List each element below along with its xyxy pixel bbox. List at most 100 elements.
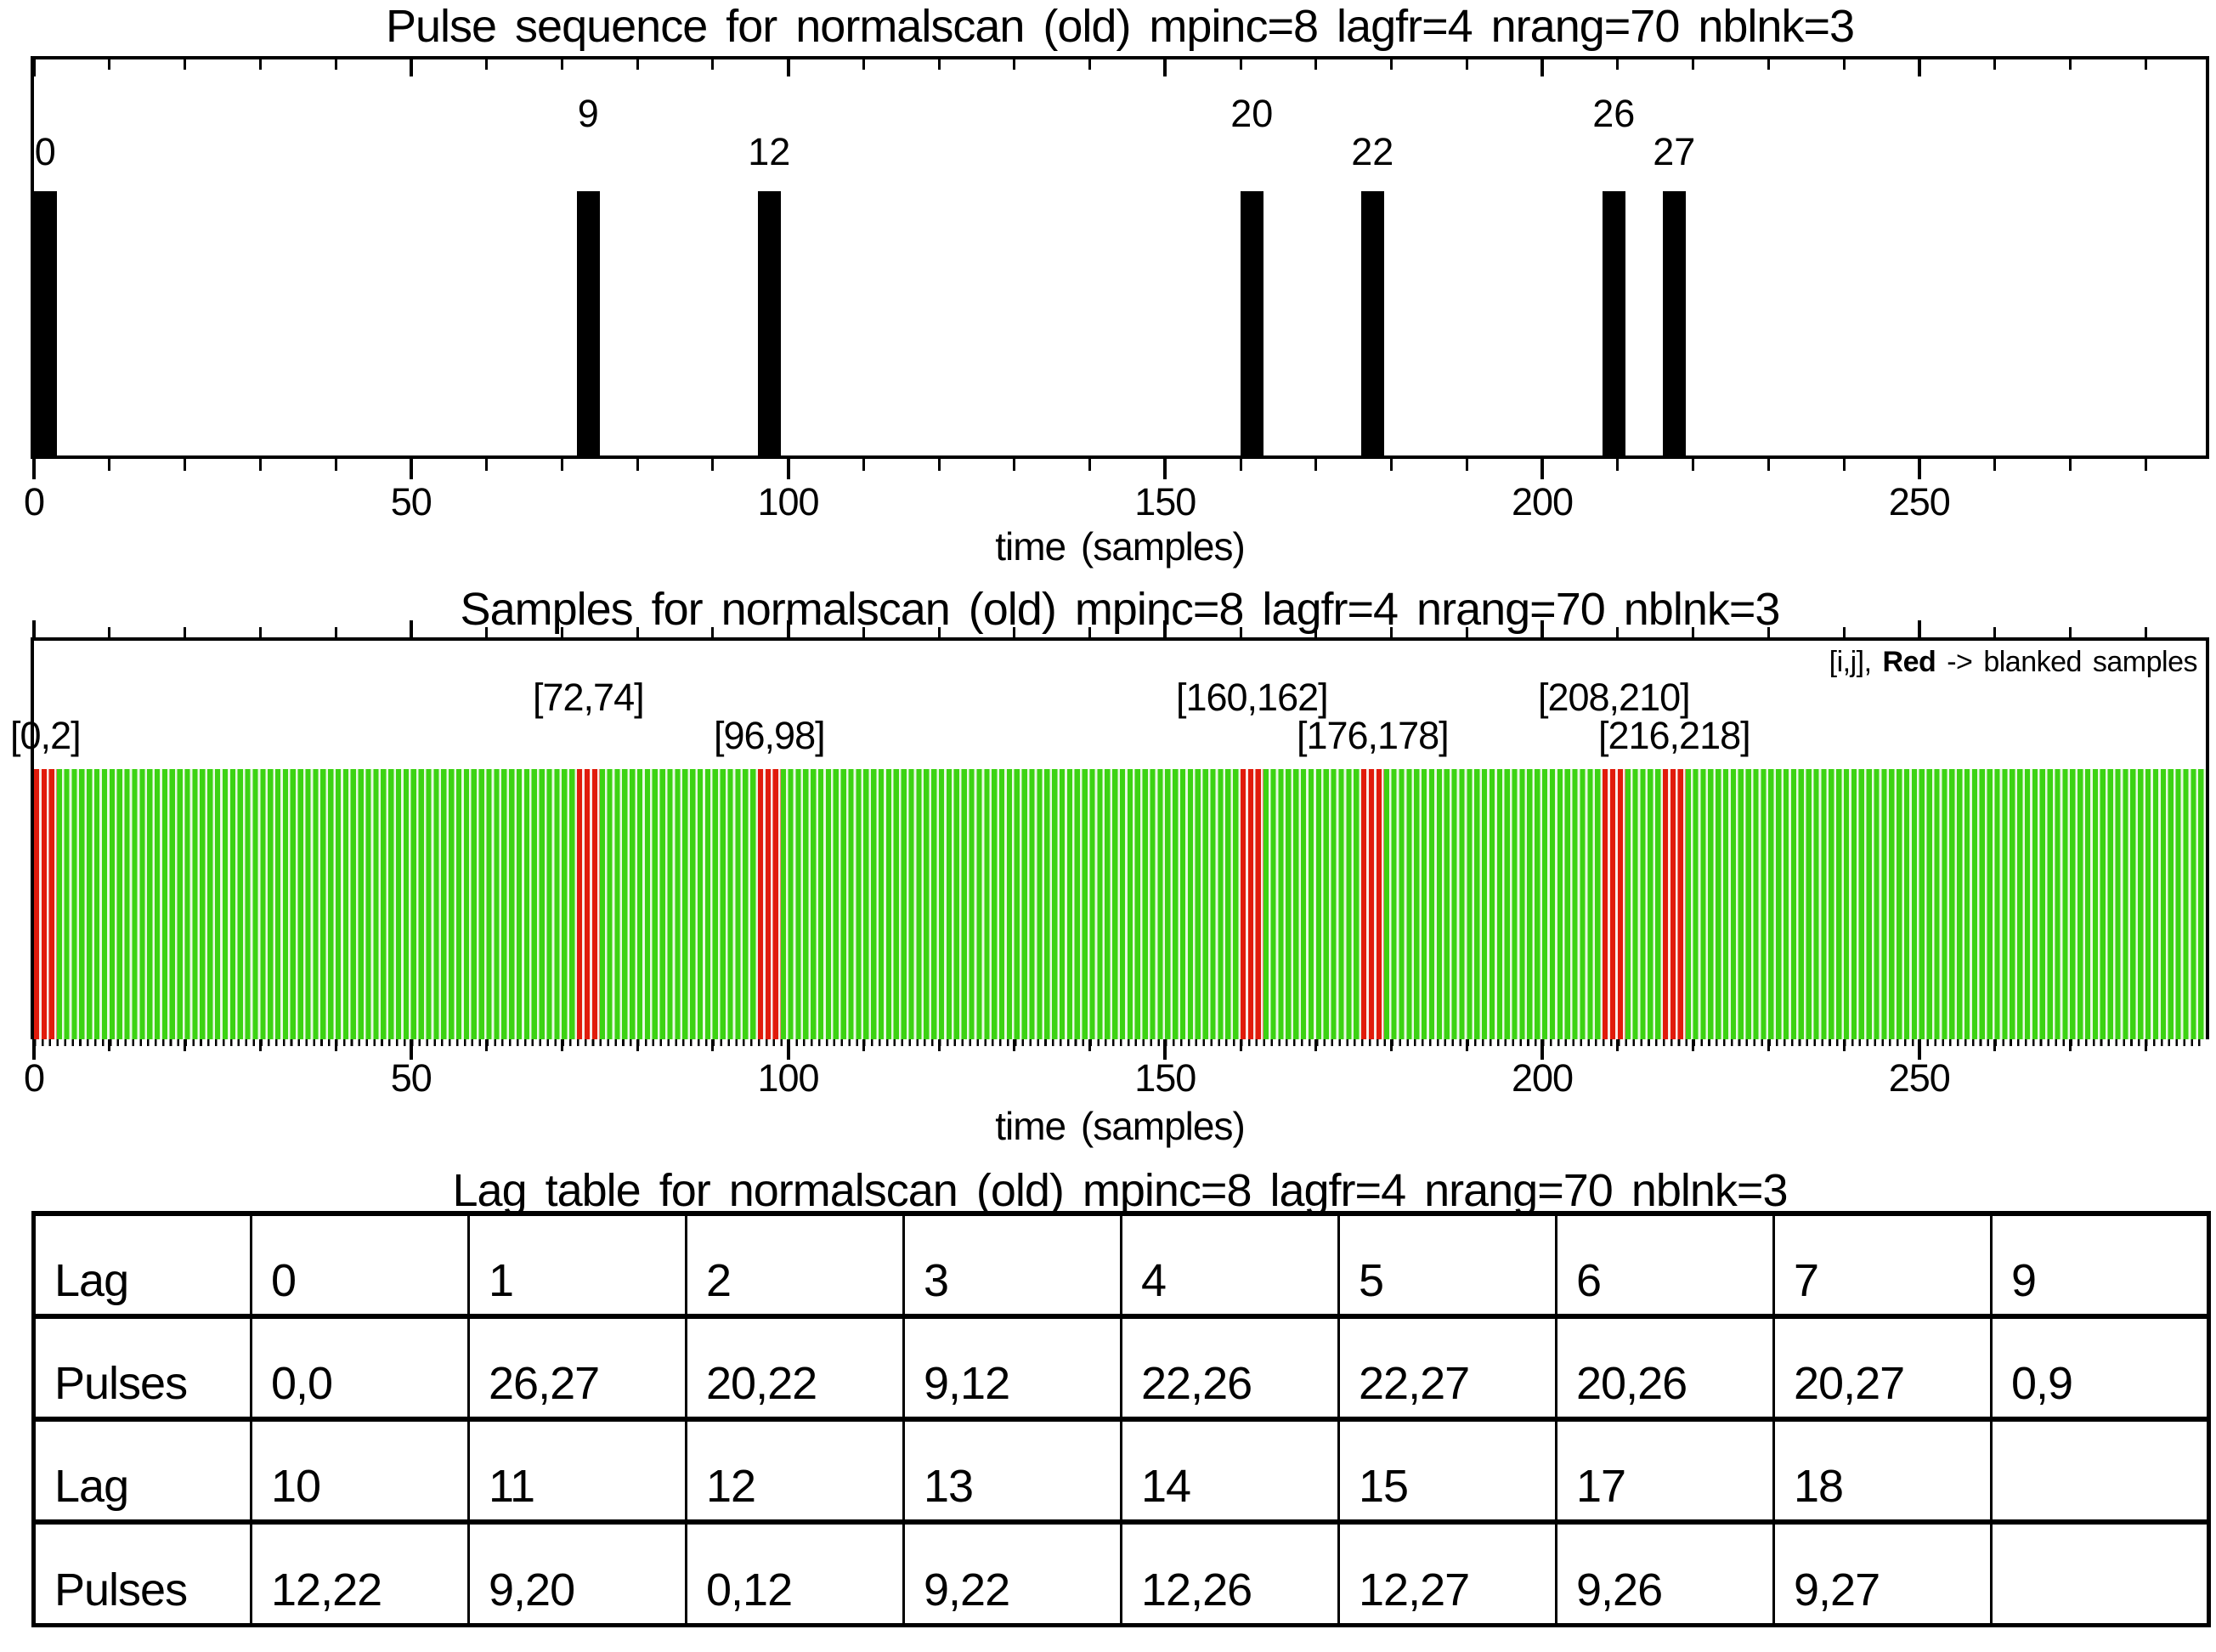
lag-table-cell: 9,12 (902, 1314, 1122, 1419)
pulse-sequence-title: Pulse sequence for normalscan (old) mpin… (385, 1, 1855, 52)
pulse-bar (1663, 191, 1686, 459)
lag-table-cell: 20,27 (1772, 1314, 1992, 1419)
pulse-sequence-plot (31, 56, 2209, 459)
pulse-number-label: 26 (1592, 92, 1636, 135)
top-major-tick (409, 59, 413, 76)
x-tick-label: 250 (1888, 1056, 1951, 1100)
bottom-major-tick (1163, 459, 1167, 479)
blanked-range-label: [208,210] (1537, 676, 1691, 719)
bottom-major-tick (786, 1039, 790, 1060)
bottom-minor-tick (1767, 459, 1770, 471)
bottom-minor-tick (1013, 459, 1016, 471)
samples-title: Samples for normalscan (old) mpinc=8 lag… (460, 584, 1781, 635)
top-major-tick (1917, 620, 1921, 637)
lag-table-cell: Lag (32, 1211, 252, 1316)
top-minor-tick (1390, 627, 1393, 637)
blanked-sample-group (577, 769, 600, 1039)
top-major-tick (1163, 59, 1167, 76)
top-minor-tick (2068, 59, 2072, 70)
lag-table-cell (1990, 1519, 2209, 1625)
legend-prefix: [i,j], (1829, 646, 1872, 678)
top-minor-tick (1767, 627, 1770, 637)
x-tick-label: 0 (23, 1056, 45, 1100)
lag-table-cell (1990, 1417, 2209, 1522)
lag-table-row: Lag 10 11 12 13 14 15 17 18 (32, 1417, 2209, 1522)
top-minor-tick (862, 627, 865, 637)
lag-table-cell: 9,22 (902, 1519, 1122, 1625)
pulse-bar (758, 191, 781, 459)
top-minor-tick (2068, 627, 2072, 637)
blanked-range-label: [96,98] (714, 714, 826, 757)
lag-table-cell: 13 (902, 1417, 1122, 1522)
top-minor-tick (1616, 59, 1620, 70)
lag-table-cell: 12 (685, 1417, 904, 1522)
top-minor-tick (1013, 59, 1016, 70)
top-minor-tick (1314, 627, 1318, 637)
x-tick-label: 100 (757, 1056, 819, 1100)
samples-plot: [i,j], Red -> blanked samples (31, 620, 2209, 1039)
pulse-number-label: 22 (1351, 130, 1394, 173)
bottom-major-tick (409, 1039, 413, 1060)
x-tick-label: 150 (1134, 1056, 1196, 1100)
top-minor-tick (108, 59, 111, 70)
top-minor-tick (1692, 627, 1694, 637)
bottom-minor-tick (560, 459, 563, 471)
top-minor-tick (334, 59, 337, 70)
blanked-sample-group (1361, 769, 1384, 1039)
top-minor-tick (184, 59, 186, 70)
bottom-major-tick (32, 1039, 36, 1060)
pulse-bar (1241, 191, 1263, 459)
top-minor-tick (636, 627, 639, 637)
top-major-tick (409, 620, 413, 637)
top-minor-tick (937, 627, 941, 637)
top-minor-tick (1842, 627, 1846, 637)
bottom-major-tick (32, 459, 36, 479)
pulse-bar (34, 191, 57, 459)
top-minor-tick (1767, 59, 1770, 70)
blanked-range-label: [176,178] (1296, 714, 1450, 757)
bottom-minor-tick (108, 459, 111, 471)
x-tick-label: 200 (1511, 1056, 1574, 1100)
x-tick-label: 0 (23, 480, 45, 523)
lag-table-cell: 22,26 (1120, 1314, 1339, 1419)
lag-table-cell: 0,9 (1990, 1314, 2209, 1419)
blanked-sample-group (1603, 769, 1625, 1039)
lag-table-cell: 9 (1990, 1211, 2209, 1316)
x-tick-label: 50 (390, 480, 432, 523)
top-minor-tick (1239, 627, 1242, 637)
x-tick-label: 250 (1888, 480, 1951, 523)
top-major-tick (32, 59, 36, 76)
top-minor-tick (1465, 627, 1468, 637)
bottom-minor-tick (1616, 459, 1620, 471)
top-major-tick (32, 620, 36, 637)
bottom-minor-tick (1692, 459, 1694, 471)
blanked-samples-legend: [i,j], Red -> blanked samples (1829, 646, 2198, 678)
top-major-tick (1540, 620, 1544, 637)
pulse-number-label: 20 (1230, 92, 1274, 135)
x-tick-label: 100 (757, 480, 819, 523)
bottom-major-tick (786, 459, 790, 479)
x-tick-label: 50 (390, 1056, 432, 1100)
blanked-sample-group (1663, 769, 1686, 1039)
bottom-major-tick (1540, 1039, 1544, 1060)
lag-table-cell: 15 (1337, 1417, 1557, 1522)
bottom-major-tick (1163, 1039, 1167, 1060)
lag-table-cell: 1 (467, 1211, 687, 1316)
lag-table-title: Lag table for normalscan (old) mpinc=8 l… (452, 1165, 1789, 1216)
top-minor-tick (1993, 59, 1996, 70)
bottom-minor-tick (485, 459, 488, 471)
top-minor-tick (258, 627, 262, 637)
lag-table-cell: 12,22 (250, 1519, 469, 1625)
pulse-bar (1361, 191, 1384, 459)
lag-table-cell: 0,12 (685, 1519, 904, 1625)
top-minor-tick (1465, 59, 1468, 70)
legend-red-word: Red (1882, 646, 1936, 678)
lag-table-cell: 14 (1120, 1417, 1339, 1522)
top-minor-tick (334, 627, 337, 637)
bottom-minor-tick (1390, 459, 1393, 471)
pulse-number-label: 27 (1653, 130, 1696, 173)
bottom-major-tick (1917, 1039, 1921, 1060)
blanked-range-label: [0,2] (10, 714, 82, 757)
lag-table-cell: Pulses (32, 1314, 252, 1419)
bottom-minor-tick (1314, 459, 1318, 471)
